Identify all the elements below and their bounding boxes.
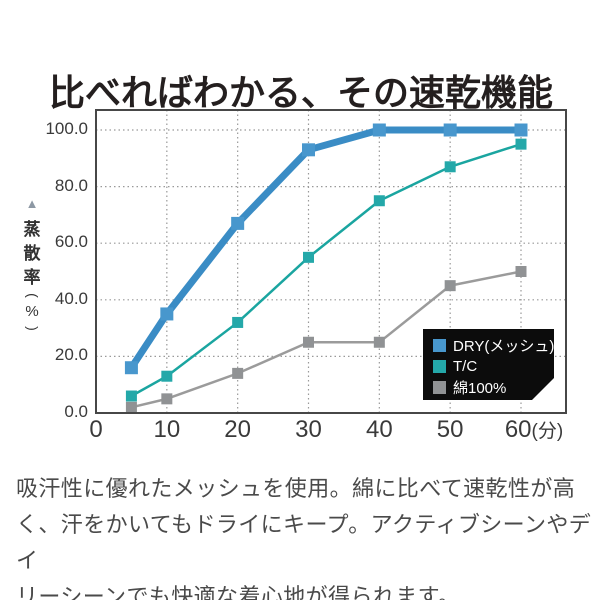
- y-axis-unit: %: [25, 303, 39, 320]
- data-point-marker: [303, 336, 314, 348]
- chart-legend: DRY(メッシュ) T/C 綿100%: [423, 329, 554, 400]
- legend-item-dry: DRY(メッシュ): [433, 335, 554, 356]
- x-tick-label: 60(分): [504, 416, 564, 443]
- legend-label-cotton: 綿100%: [453, 380, 507, 397]
- data-point-marker: [124, 361, 138, 375]
- x-tick-label: 0: [89, 416, 103, 443]
- y-axis-label-char: 率: [23, 268, 41, 287]
- legend-item-cotton: 綿100%: [433, 377, 554, 398]
- y-tick-label: 80.0: [54, 175, 88, 195]
- series-T/C: [125, 138, 527, 402]
- data-point-marker: [161, 393, 173, 405]
- legend-swatch-dry-icon: [433, 339, 446, 352]
- data-point-marker: [232, 316, 244, 328]
- series-綿100%: [125, 266, 527, 413]
- data-point-marker: [160, 307, 174, 321]
- series-DRY(メッシュ): [124, 123, 528, 375]
- data-point-marker: [231, 216, 245, 230]
- y-axis-label-char: 蒸: [23, 220, 41, 239]
- data-point-marker: [373, 336, 385, 348]
- y-tick-label: 40.0: [54, 288, 88, 308]
- data-point-marker: [514, 123, 528, 137]
- description-text: 吸汗性に優れたメッシュを使用。綿に比べて速乾性が高 く、汗をかいてもドライにキー…: [16, 476, 592, 600]
- y-axis-label: ▲ 蒸散率 ( % ): [17, 196, 47, 334]
- x-tick-label: 40: [365, 416, 393, 443]
- x-tick-label: 30: [295, 416, 322, 443]
- x-axis-unit: (分): [531, 421, 564, 442]
- legend-item-tc: T/C: [433, 356, 554, 377]
- data-point-marker: [232, 367, 244, 379]
- plot-frame: [95, 109, 567, 414]
- y-axis-unit-close-paren: ): [24, 326, 41, 331]
- up-triangle-icon: ▲: [25, 196, 39, 211]
- x-tick-label: 50: [436, 416, 464, 443]
- data-point-marker: [373, 195, 385, 207]
- y-tick-label: 100.0: [45, 119, 88, 138]
- y-tick-label: 60.0: [54, 232, 88, 252]
- page-title: 比べればわかる、その速乾機能: [49, 72, 554, 114]
- data-point-marker: [125, 390, 137, 402]
- data-point-marker: [302, 143, 315, 157]
- data-point-marker: [515, 138, 527, 150]
- legend-label-dry: DRY(メッシュ): [453, 338, 555, 355]
- data-point-marker: [444, 161, 456, 173]
- x-tick-label: 20: [224, 416, 251, 443]
- legend-label-tc: T/C: [453, 358, 478, 375]
- data-point-marker: [443, 123, 457, 137]
- legend-swatch-tc-icon: [433, 360, 446, 373]
- y-tick-label: 20.0: [54, 345, 88, 365]
- data-point-marker: [303, 251, 314, 263]
- data-point-marker: [125, 401, 137, 413]
- y-axis-label-char: 散: [23, 244, 41, 263]
- data-point-marker: [515, 266, 527, 277]
- y-tick-label: 0.0: [64, 402, 88, 421]
- data-point-marker: [161, 370, 173, 382]
- legend-swatch-cotton-icon: [433, 381, 446, 394]
- data-point-marker: [372, 123, 386, 137]
- x-tick-label: 10: [153, 416, 181, 443]
- y-axis-label-text: 蒸散率: [24, 218, 41, 290]
- data-point-marker: [444, 280, 456, 292]
